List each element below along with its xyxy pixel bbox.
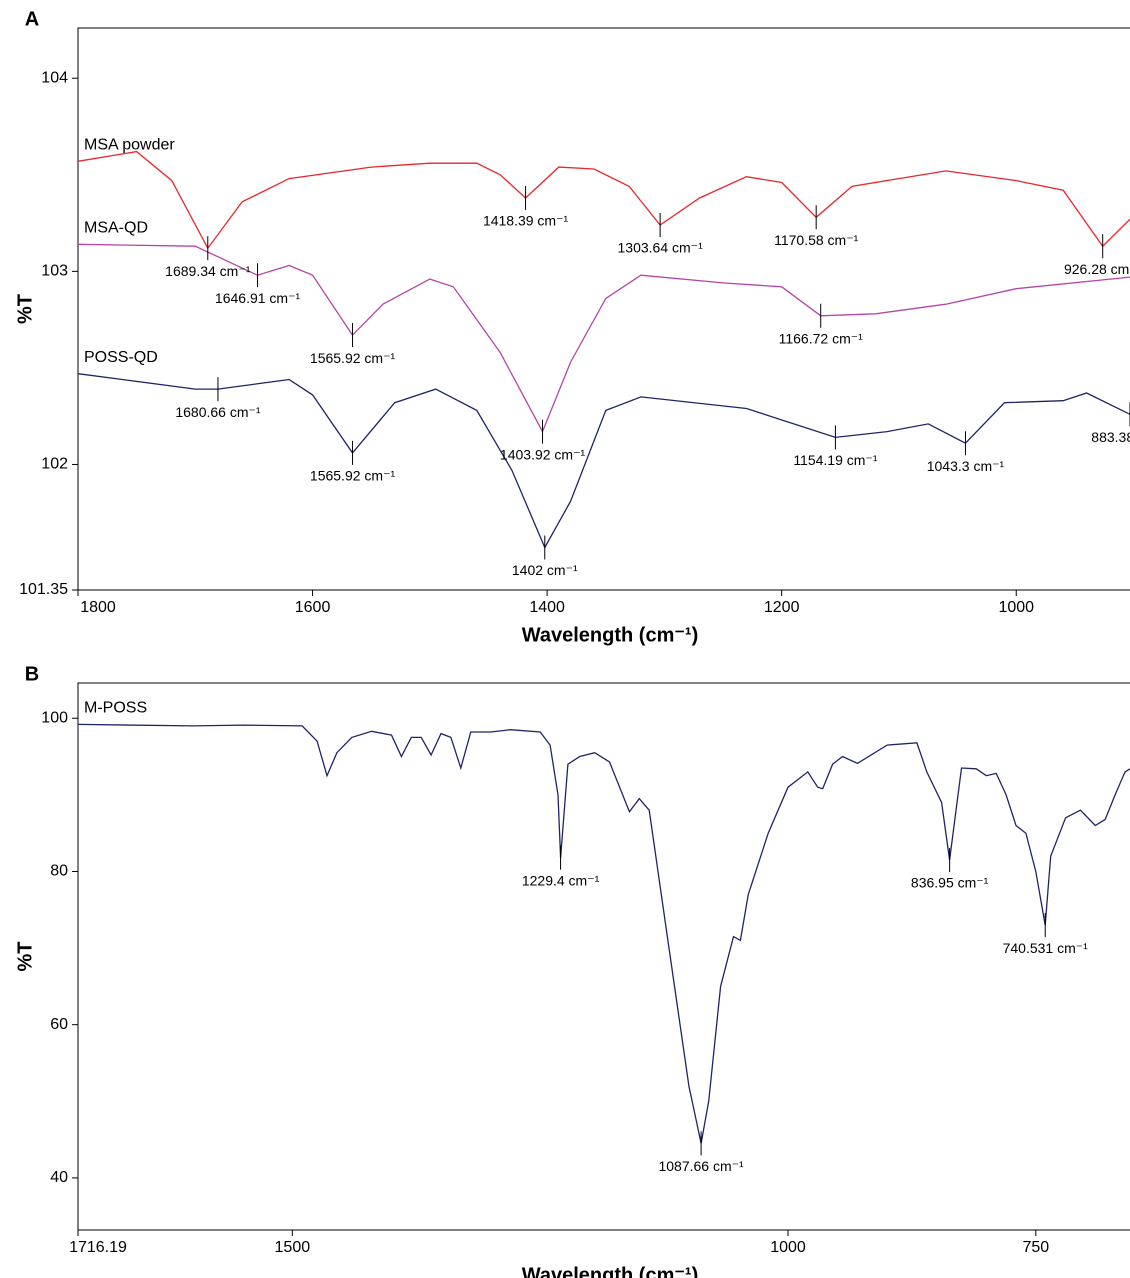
peak-label: 836.95 cm⁻¹	[911, 875, 989, 891]
x-axis-title: Wavelength (cm⁻¹)	[522, 624, 699, 646]
x-tick-label: 1500	[275, 1239, 311, 1256]
spectrum-line	[77, 723, 1130, 1144]
peak-label: 1565.92 cm⁻¹	[310, 468, 396, 484]
y-tick-label: 104	[41, 69, 68, 86]
peak-label: 1403.92 cm⁻¹	[500, 446, 586, 462]
peak-label: 1418.39 cm⁻¹	[483, 213, 569, 229]
peak-label: 1689.34 cm⁻¹	[165, 263, 251, 279]
peak-label: 1043.3 cm⁻¹	[927, 458, 1005, 474]
x-tick-label: 1000	[770, 1239, 806, 1256]
peak-label: 1303.64 cm⁻¹	[618, 240, 704, 256]
x-tick-label: 1200	[764, 599, 800, 616]
y-axis-title: %T	[14, 294, 36, 324]
x-axis-title: Wavelength (cm⁻¹)	[522, 1264, 699, 1278]
series-label: MSA-QD	[84, 220, 148, 237]
series-label: M-POSS	[84, 700, 147, 717]
y-tick-label: 102	[41, 456, 68, 473]
peak-label: 926.28 cm⁻¹	[1064, 261, 1130, 277]
peak-label: 1680.66 cm⁻¹	[175, 404, 261, 420]
peak-label: 1402 cm⁻¹	[512, 562, 578, 578]
peak-label: 1166.72 cm⁻¹	[779, 330, 864, 346]
x-tick-label: 750	[1022, 1239, 1049, 1256]
spectrum-line	[77, 150, 1130, 250]
y-tick-label: 80	[50, 863, 68, 880]
peak-label: 1565.92 cm⁻¹	[310, 350, 396, 366]
peak-label: 883.38 cm⁻¹	[1091, 429, 1130, 445]
peak-label: 1646.91 cm⁻¹	[215, 290, 301, 306]
peak-label: 1087.66 cm⁻¹	[658, 1158, 744, 1174]
x-tick-label: 1000	[998, 599, 1034, 616]
x-tick-label: 1600	[295, 599, 331, 616]
x-tick-label: 1800	[80, 599, 116, 616]
x-tick-label: 1400	[529, 599, 565, 616]
y-axis-title: %T	[14, 942, 36, 972]
series-label: POSS-QD	[84, 349, 158, 366]
axis-frame	[77, 682, 1130, 1231]
y-tick-label: 40	[50, 1169, 68, 1186]
panel-label: A	[25, 8, 39, 30]
peak-label: 1154.19 cm⁻¹	[793, 452, 878, 468]
y-tick-label: 100	[41, 709, 68, 726]
y-tick-label: 60	[50, 1016, 68, 1033]
axis-frame	[77, 27, 1130, 591]
x-tick-label: 1716.19	[69, 1239, 127, 1256]
y-tick-label: 103	[41, 263, 68, 280]
panel-label: B	[25, 663, 39, 685]
peak-label: 1170.58 cm⁻¹	[774, 232, 859, 248]
peak-label: 1229.4 cm⁻¹	[522, 872, 600, 888]
y-tick-label: 101.35	[19, 581, 68, 598]
spectrum-line	[77, 373, 1130, 549]
peak-label: 740.531 cm⁻¹	[1003, 940, 1089, 956]
series-label: MSA powder	[84, 136, 175, 153]
